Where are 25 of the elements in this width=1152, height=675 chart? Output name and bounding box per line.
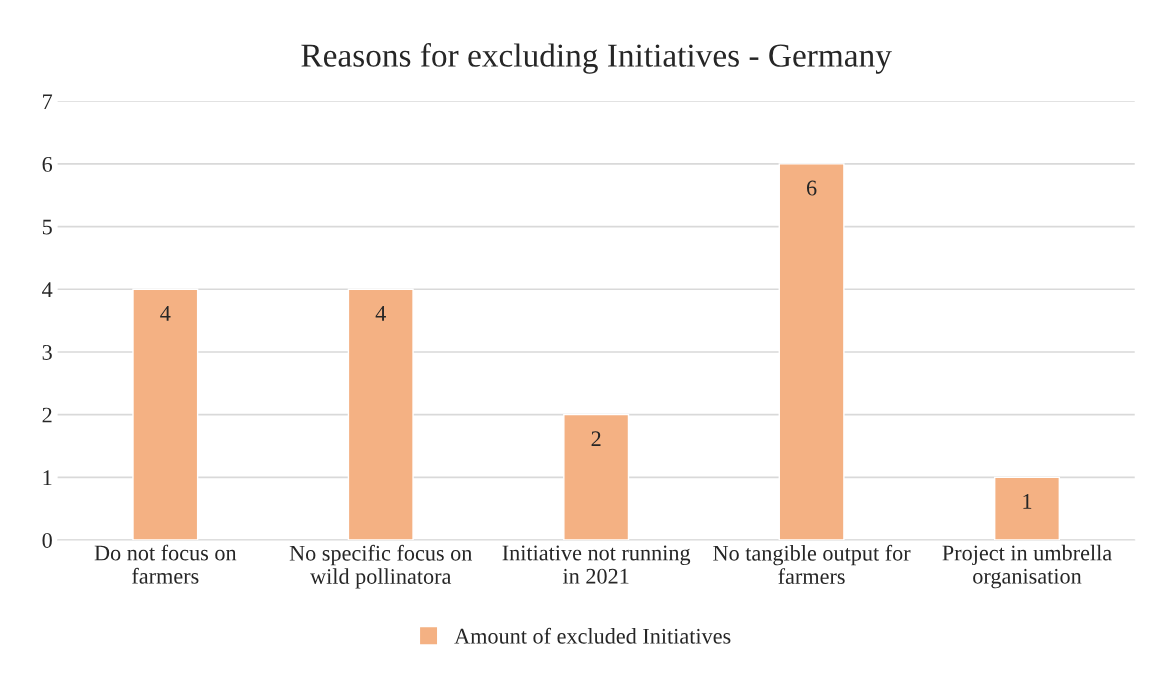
- y-tick-label: 2: [42, 407, 52, 423]
- x-tick-label: No specific focus on wild pollinatora: [289, 544, 473, 589]
- bar: [563, 413, 630, 540]
- data-label: 6: [806, 180, 817, 196]
- y-tick-label: 4: [42, 282, 53, 297]
- y-tick-label: 5: [42, 219, 52, 235]
- data-label: 4: [375, 306, 386, 321]
- y-tick-label: 0: [42, 532, 52, 548]
- y-tick-label: 3: [42, 344, 52, 360]
- bar: [778, 163, 845, 540]
- x-tick-label: No tangible output for farmers: [713, 544, 911, 585]
- bar: [132, 288, 199, 540]
- data-label: 1: [1023, 494, 1032, 509]
- y-tick-label: 6: [42, 156, 53, 172]
- legend-label: Amount of excluded Initiatives: [454, 627, 731, 644]
- y-tick-label: 7: [43, 94, 53, 109]
- bar: [993, 476, 1061, 540]
- data-label: 2: [591, 431, 601, 447]
- chart-title: Reasons for excluding Initiatives - Germany: [301, 43, 892, 74]
- y-tick-label: 1: [43, 470, 52, 486]
- x-tick-label: Do not focus on farmers: [94, 544, 237, 584]
- x-tick-label: Project in umbrella organisation: [942, 544, 1112, 589]
- x-tick-label: Initiative not running in 2021: [502, 545, 691, 584]
- bar: [347, 288, 414, 540]
- data-label: 4: [160, 306, 171, 321]
